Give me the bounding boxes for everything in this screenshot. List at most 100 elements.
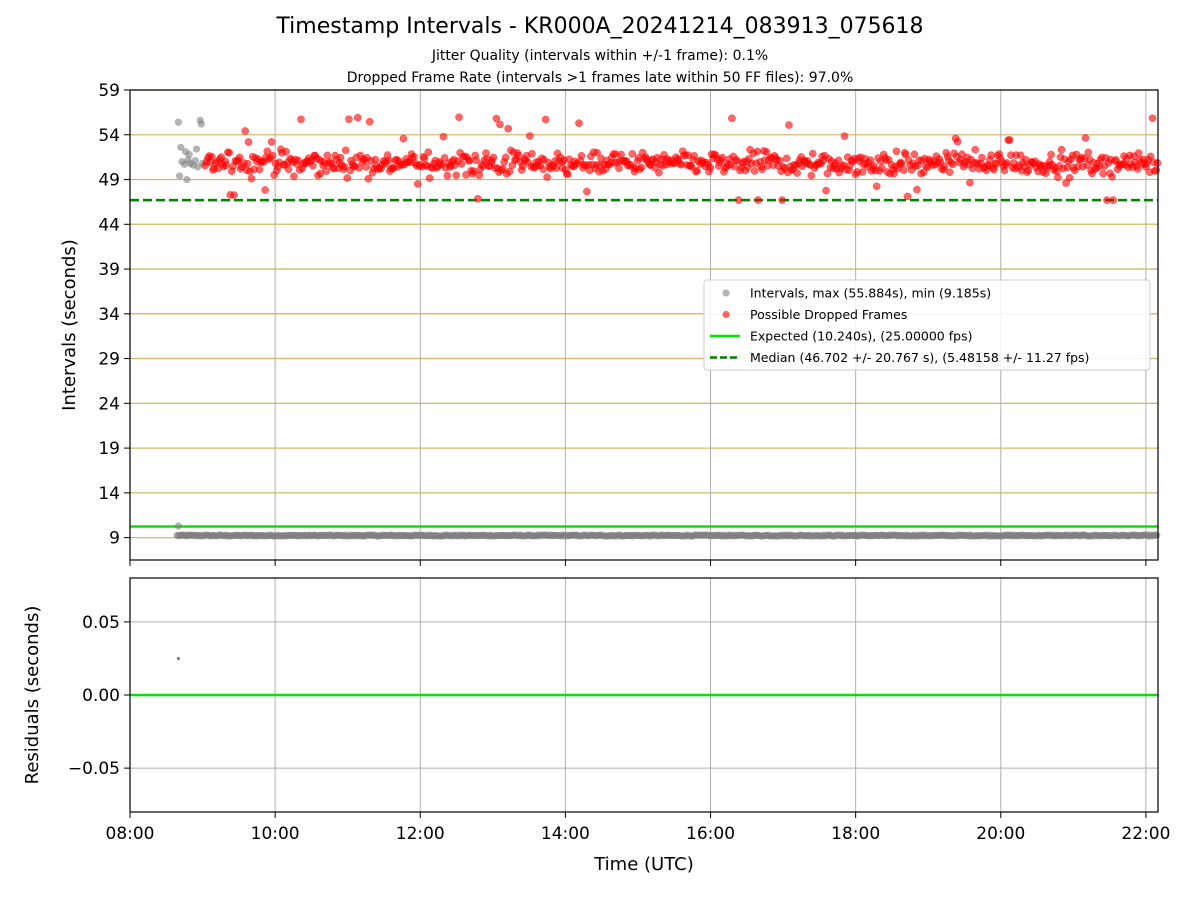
dropped-frame-point [978, 153, 986, 162]
dropped-frame-point [750, 167, 759, 175]
dropped-frame-point [457, 160, 466, 168]
dropped-frame-point [443, 171, 452, 180]
dropped-frame-point [322, 167, 331, 175]
dropped-frame-point [1099, 169, 1107, 178]
dropped-frame-point [807, 171, 816, 180]
top-ytick-label: 29 [98, 350, 120, 370]
legend-dropped-marker [722, 310, 730, 319]
bottom-xtick-label: 12:00 [396, 824, 445, 844]
dropped-frame-point [504, 124, 513, 133]
dropped-frame-point [297, 115, 305, 124]
dropped-frame-point [282, 147, 290, 156]
dropped-frame-point [255, 165, 264, 174]
dropped-frame-point [866, 156, 875, 164]
dropped-frame-point [1109, 196, 1118, 204]
dropped-frame-point [343, 174, 352, 182]
bottom-ytick-label: −0.05 [68, 759, 120, 779]
dropped-frame-point [284, 165, 293, 174]
dropped-frame-point [336, 153, 345, 162]
bottom-xtick-label: 10:00 [251, 824, 300, 844]
dropped-frame-point [501, 153, 510, 162]
legend-median-label: Median (46.702 +/- 20.767 s), (5.48158 +… [750, 350, 1089, 365]
bottom-y-axis-label: Residuals (seconds) [22, 606, 43, 785]
dropped-frame-point [385, 156, 393, 165]
dropped-frame-point [1081, 134, 1090, 142]
dropped-frame-point [903, 192, 912, 201]
dropped-frame-point [541, 115, 550, 124]
top-ytick-label: 49 [98, 171, 120, 191]
dropped-frame-point [762, 148, 771, 156]
dropped-frame-point [1108, 172, 1116, 181]
dropped-frame-point [455, 113, 463, 122]
chart-subtitle-jitter: Jitter Quality (intervals within +/-1 fr… [431, 48, 769, 64]
dropped-frame-point [778, 196, 786, 204]
dropped-frame-point [577, 151, 586, 160]
dropped-frame-point [365, 117, 374, 126]
dropped-frame-point [593, 148, 601, 157]
top-ytick-label: 44 [98, 215, 120, 235]
dropped-frame-point [1133, 165, 1142, 173]
dropped-frame-point [913, 185, 921, 194]
dropped-frame-point [241, 127, 249, 135]
top-ytick-label: 54 [98, 126, 120, 146]
interval-point [1153, 531, 1161, 539]
dropped-frame-point [615, 164, 623, 173]
dropped-frame-point [410, 152, 418, 161]
dropped-frame-point [353, 113, 362, 122]
dropped-frame-point [290, 172, 298, 181]
dropped-frame-point [263, 147, 272, 156]
dropped-frame-point [734, 196, 743, 204]
dropped-frame-point [526, 132, 534, 140]
dropped-frame-point [528, 149, 536, 158]
interval-point [174, 118, 182, 126]
dropped-frame-point [583, 187, 591, 196]
bottom-xtick-label: 14:00 [541, 824, 590, 844]
dropped-frame-point [655, 168, 663, 177]
dropped-frame-point [1148, 114, 1157, 123]
top-ytick-label: 19 [98, 439, 120, 459]
chart-title: Timestamp Intervals - KR000A_20241214_08… [276, 14, 924, 39]
dropped-frame-point [268, 151, 277, 160]
dropped-frame-point [892, 147, 901, 156]
dropped-frame-point [399, 134, 408, 143]
dropped-frame-point [953, 137, 962, 146]
top-ytick-label: 24 [98, 394, 120, 414]
dropped-frame-point [308, 161, 317, 170]
bottom-xtick-label: 18:00 [831, 824, 880, 844]
top-ytick-label: 34 [98, 305, 120, 325]
interval-point [183, 175, 191, 184]
top-ytick-label: 14 [98, 484, 120, 504]
dropped-frame-point [474, 194, 482, 203]
legend-intervals-label: Intervals, max (55.884s), min (9.185s) [750, 286, 991, 301]
dropped-frame-point [492, 114, 501, 123]
dropped-frame-point [753, 147, 762, 156]
chart-subtitle-dropped: Dropped Frame Rate (intervals >1 frames … [346, 70, 854, 86]
dropped-frame-point [222, 161, 230, 170]
dropped-frame-point [878, 164, 886, 172]
dropped-frame-point [1005, 136, 1014, 144]
dropped-frame-point [472, 156, 480, 165]
dropped-frame-point [1057, 145, 1066, 154]
dropped-frame-point [971, 145, 980, 154]
dropped-frame-point [782, 154, 791, 163]
dropped-frame-point [834, 156, 843, 165]
dropped-frame-point [1084, 148, 1093, 157]
dropped-frame-point [706, 163, 715, 172]
dropped-frame-point [637, 163, 646, 172]
dropped-frame-point [728, 114, 736, 123]
dropped-frame-point [1054, 173, 1062, 182]
interval-point [191, 157, 199, 165]
dropped-frame-point [424, 148, 433, 157]
dropped-frame-point [440, 153, 449, 162]
dropped-frame-point [808, 149, 817, 158]
dropped-frame-point [910, 150, 919, 159]
top-plot-frame [129, 89, 1159, 561]
legend-expected-label: Expected (10.240s), (25.00000 fps) [750, 329, 972, 344]
dropped-frame-point [1134, 149, 1143, 157]
legend-dropped-label: Possible Dropped Frames [750, 307, 907, 322]
dropped-frame-point [1016, 151, 1025, 160]
legend-box [703, 279, 1151, 371]
dropped-frame-point [244, 138, 253, 146]
dropped-frame-point [439, 132, 448, 141]
